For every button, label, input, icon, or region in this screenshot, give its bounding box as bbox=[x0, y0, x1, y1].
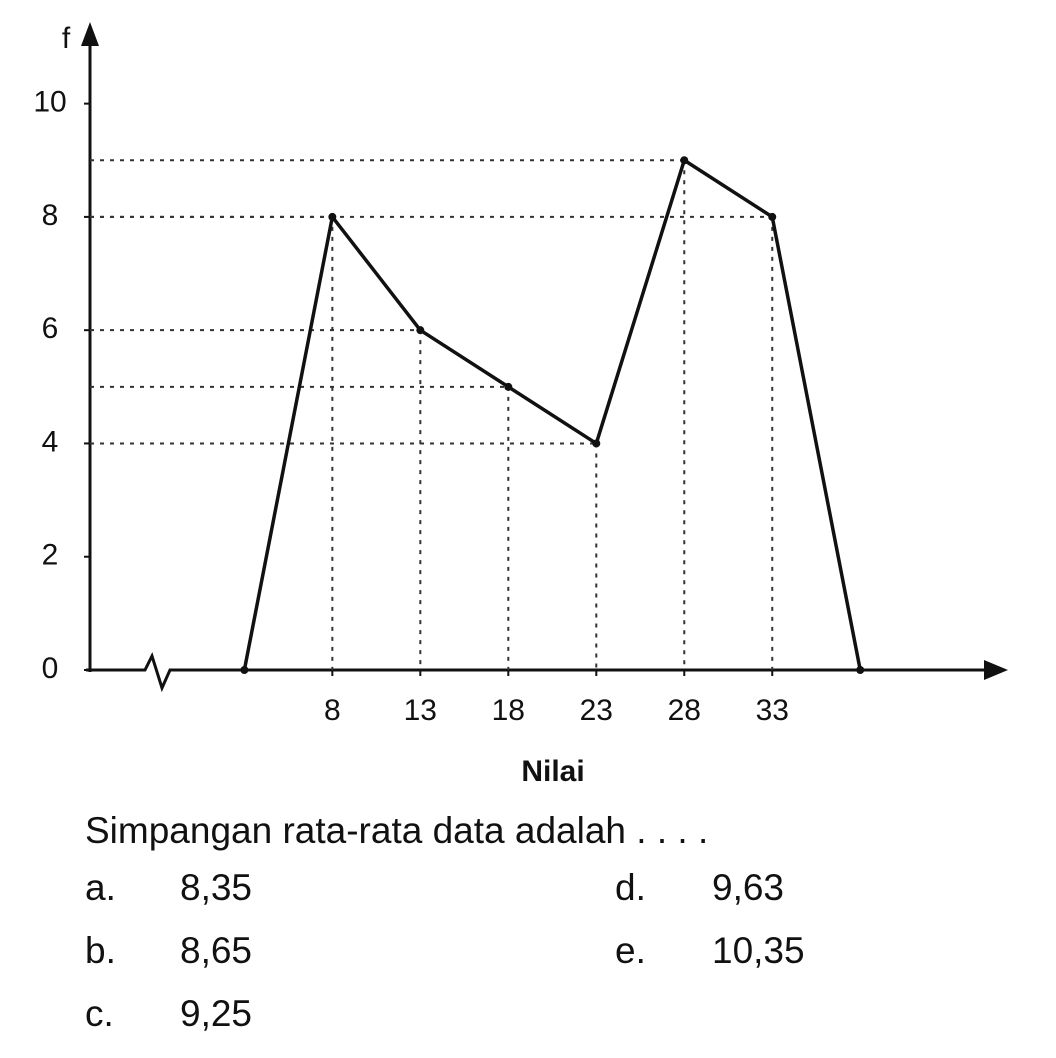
x-axis bbox=[86, 652, 990, 693]
y-tick-label: 0 bbox=[42, 652, 59, 685]
data-point bbox=[240, 666, 249, 674]
x-axis-label: Nilai bbox=[521, 755, 584, 788]
option-text: 10,35 bbox=[712, 930, 805, 971]
x-tick-label: 33 bbox=[756, 694, 789, 727]
y-tick-label: 2 bbox=[42, 539, 59, 572]
x-tick-label: 13 bbox=[404, 694, 437, 727]
frequency-polygon bbox=[242, 158, 862, 671]
x-axis-arrow bbox=[984, 660, 1008, 680]
option-letter: e. bbox=[615, 930, 646, 971]
data-point bbox=[592, 439, 601, 448]
data-point bbox=[416, 326, 425, 335]
option-text: 9,25 bbox=[180, 993, 252, 1034]
data-point bbox=[328, 212, 337, 221]
y-tick-label: 8 bbox=[42, 199, 59, 232]
x-tick-label: 18 bbox=[492, 694, 525, 727]
x-tick-label: 23 bbox=[580, 694, 613, 727]
data-point bbox=[680, 156, 689, 165]
option-letter: b. bbox=[85, 930, 116, 971]
x-tick-label: 8 bbox=[324, 694, 341, 727]
y-axis-label: f bbox=[62, 22, 71, 55]
y-axis-arrow bbox=[81, 22, 99, 46]
option-letter: d. bbox=[615, 867, 646, 908]
option-text: 9,63 bbox=[712, 867, 784, 908]
option-letter: c. bbox=[85, 993, 114, 1034]
x-tick-label: 28 bbox=[668, 694, 701, 727]
option-text: 8,35 bbox=[180, 867, 252, 908]
y-tick-label: 6 bbox=[42, 312, 59, 345]
data-point bbox=[504, 382, 513, 391]
option-text: 8,65 bbox=[180, 930, 252, 971]
question-text: Simpangan rata-rata data adalah . . . . bbox=[85, 810, 708, 851]
option-letter: a. bbox=[85, 867, 116, 908]
data-point bbox=[856, 666, 865, 674]
y-tick-label: 4 bbox=[42, 425, 59, 458]
data-point bbox=[768, 212, 777, 221]
y-tick-label: 10 bbox=[33, 86, 66, 119]
